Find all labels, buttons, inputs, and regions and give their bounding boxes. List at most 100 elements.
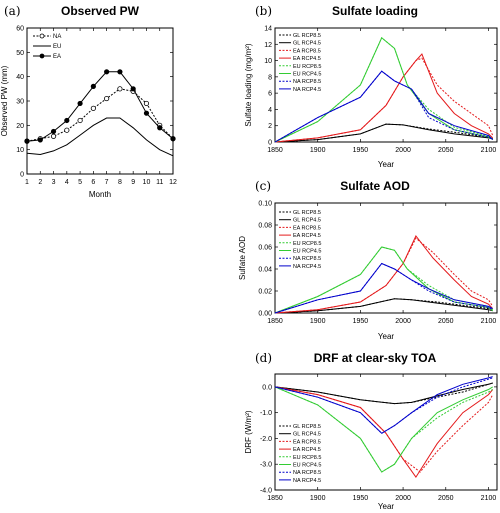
y-tick-label: 0.00	[258, 311, 272, 318]
legend-label: GL RCP8.5	[293, 33, 321, 39]
legend-label: GL RCP4.5	[293, 41, 321, 47]
series-line-ea-rcp4-5	[274, 235, 494, 314]
series-line-ea-rcp8-5	[274, 57, 494, 143]
y-tick-label: 0.04	[258, 267, 272, 274]
y-tick-label: 0	[268, 140, 272, 147]
data-point	[117, 69, 123, 75]
legend-label: EU RCP4.5	[293, 72, 321, 78]
panel-c: (c) Sulfate AOD 1850 1900 1950 2000 2050 2100…	[238, 179, 498, 341]
y-tick-label: 0.10	[258, 201, 272, 208]
legend-label: EA RCP4.5	[293, 56, 321, 62]
panel-d-title: DRF at clear-sky TOA	[314, 351, 437, 365]
data-point	[24, 138, 30, 144]
series-line-ea	[26, 71, 174, 142]
series-line-na	[26, 88, 174, 142]
panel-d-label: (d)	[255, 351, 272, 365]
panel-a-ylabel: Observed PW (mm)	[0, 65, 9, 136]
x-tick-label: 2050	[438, 318, 454, 325]
x-tick-label: 2	[38, 179, 42, 186]
panel-c-legend: GL RCP8.5 GL RCP4.5EA RCP8.5 EA RCP4.5 EU R…	[279, 210, 321, 270]
series-line-gl-rcp4-5	[274, 123, 493, 143]
y-tick-label: 0.0	[262, 384, 272, 391]
legend-label: EU	[53, 44, 61, 50]
panel-d-ylabel: DRF (W/m²)	[244, 410, 253, 453]
legend-label: GL RCP4.5	[293, 432, 321, 438]
x-tick-label: 1850	[267, 147, 283, 154]
data-point	[117, 86, 123, 92]
x-tick-label: 1950	[353, 147, 369, 154]
y-tick-label: 8	[268, 74, 272, 81]
x-tick-label: 1950	[353, 318, 369, 325]
panel-d-frame	[274, 373, 498, 491]
panel-d-legend: GL RCP8.5 GL RCP4.5EA RCP8.5 EA RCP4.5 EU R…	[279, 424, 321, 484]
x-tick-label: 1950	[353, 495, 369, 502]
x-tick-label: 2000	[395, 495, 411, 502]
y-tick-label: 14	[264, 26, 272, 33]
y-tick-label: 0	[20, 172, 24, 179]
x-tick-label: 2100	[481, 495, 497, 502]
legend-label: EA RCP8.5	[293, 225, 321, 231]
legend-marker	[39, 33, 45, 39]
panel-a: (a) Observed PW 1 2 3 4 5 6 7 8 9 10 11 12010203040…	[0, 4, 177, 199]
legend-label: EU RCP4.5	[293, 249, 321, 255]
legend-label: GL RCP4.5	[293, 218, 321, 224]
x-tick-label: 1900	[310, 147, 326, 154]
y-tick-label: -3.0	[260, 462, 272, 469]
legend-label: NA RCP4.5	[293, 478, 321, 484]
panel-d-xlabel: Year	[378, 502, 395, 511]
series-line-eu-rcp8-5	[274, 386, 493, 473]
series-line-na-rcp4-5	[274, 70, 494, 143]
x-tick-label: 1	[25, 179, 29, 186]
x-tick-label: 2100	[481, 318, 497, 325]
legend-label: EA RCP8.5	[293, 48, 321, 54]
x-tick-label: 2050	[438, 495, 454, 502]
legend-label: EA RCP8.5	[293, 439, 321, 445]
y-tick-label: 2	[268, 123, 272, 130]
y-tick-label: 30	[16, 99, 24, 106]
legend-label: NA RCP4.5	[293, 87, 321, 93]
series-line-eu	[26, 117, 174, 157]
legend-label: NA	[53, 34, 61, 40]
x-tick-label: 10	[143, 179, 151, 186]
y-tick-label: 40	[16, 74, 24, 81]
panel-b-label: (b)	[255, 4, 272, 18]
panel-b-ticks: 1850 1900 1950 2000 2050 2100 0 2 4 6 8 10 12 14	[264, 26, 497, 154]
series-line-na-rcp4-5	[274, 376, 493, 434]
y-tick-label: 6	[268, 91, 272, 98]
legend-label: EU RCP8.5	[293, 241, 321, 247]
panel-c-xlabel: Year	[378, 332, 395, 341]
legend-label: EU RCP8.5	[293, 455, 321, 461]
y-tick-label: -4.0	[260, 488, 272, 495]
panel-a-title: Observed PW	[61, 4, 140, 18]
y-tick-label: 4	[268, 107, 272, 114]
data-point	[157, 125, 163, 131]
legend-label: NA RCP4.5	[293, 264, 321, 270]
data-point	[130, 86, 136, 92]
data-point	[77, 117, 83, 124]
panel-d-series	[274, 376, 494, 478]
y-tick-label: -1.0	[260, 410, 272, 417]
panel-a-legend: NA EU EA	[33, 33, 61, 60]
x-tick-label: 7	[105, 179, 109, 186]
legend-label: EA RCP4.5	[293, 447, 321, 453]
panel-b-title: Sulfate loading	[332, 4, 418, 18]
legend-label: NA RCP8.5	[293, 470, 321, 476]
data-point	[50, 128, 57, 135]
x-tick-label: 1900	[310, 495, 326, 502]
panel-b-frame	[274, 27, 498, 143]
y-tick-label: 12	[264, 42, 272, 49]
legend-label: NA RCP8.5	[293, 256, 321, 262]
data-point	[143, 110, 150, 116]
x-tick-label: 2100	[481, 147, 497, 154]
data-point	[170, 136, 176, 142]
legend-label: EA RCP4.5	[293, 233, 321, 239]
panel-a-xlabel: Month	[89, 190, 111, 199]
y-tick-label: 10	[16, 147, 24, 154]
x-tick-label: 8	[118, 179, 122, 186]
y-tick-label: 0.08	[258, 223, 272, 230]
y-tick-label: 10	[264, 58, 272, 65]
panel-d-ticks: 1850 1900 1950 2000 2050 2100 -4.0 -3.0 -2.0 -1.0…	[260, 374, 497, 502]
data-point	[104, 69, 110, 75]
